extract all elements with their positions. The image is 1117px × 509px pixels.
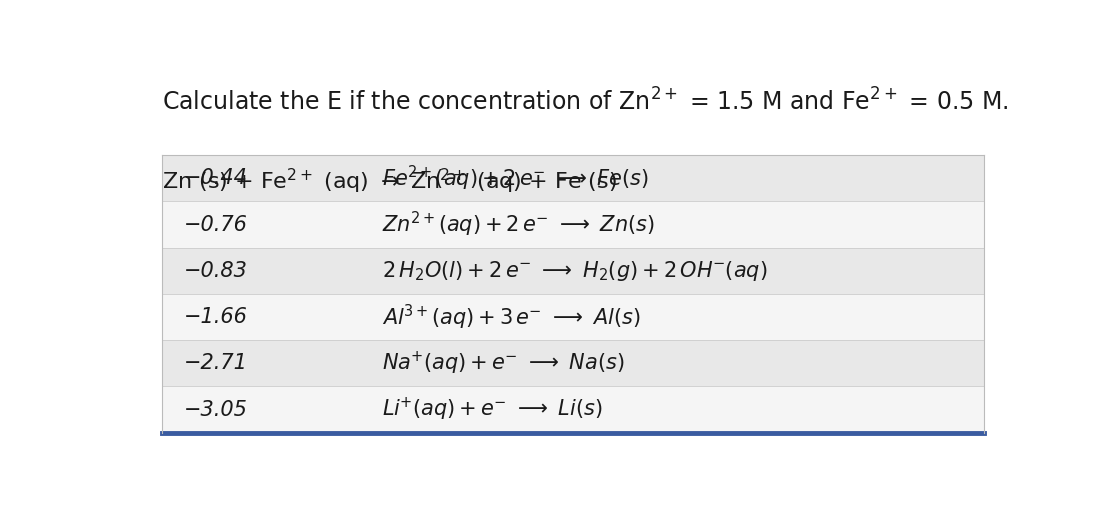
- Text: $\it{2\,H_2O(l) + 2\,e}$$^{-}$ $\longrightarrow$ $\it{H_2(g) + 2\,OH}$$^{-}$$\it: $\it{2\,H_2O(l) + 2\,e}$$^{-}$ $\longrig…: [382, 259, 767, 283]
- Bar: [162, 155, 984, 202]
- Text: $\it{Zn}$$^{2+}$$\it{(aq) + 2\,e}$$^{-}$ $\longrightarrow$ $\it{Zn(s)}$: $\it{Zn}$$^{2+}$$\it{(aq) + 2\,e}$$^{-}$…: [382, 210, 655, 239]
- Text: −0.83: −0.83: [184, 261, 248, 281]
- Text: Zn (s) + Fe$^{2+}$ (aq) $\rightarrow$ Zn$^{2+}$ (aq) + Fe (s): Zn (s) + Fe$^{2+}$ (aq) $\rightarrow$ Zn…: [162, 167, 617, 196]
- Text: −3.05: −3.05: [184, 400, 248, 419]
- Text: −2.71: −2.71: [184, 353, 248, 373]
- Bar: [162, 294, 984, 340]
- Bar: [162, 340, 984, 386]
- Text: −1.66: −1.66: [184, 307, 248, 327]
- Text: $\it{Na}$$^{+}$$\it{(aq) + e}$$^{-}$ $\longrightarrow$ $\it{Na(s)}$: $\it{Na}$$^{+}$$\it{(aq) + e}$$^{-}$ $\l…: [382, 350, 624, 377]
- Text: $\it{Fe}$$^{2+}$$\it{(aq) + 2\,e}$$^{-}$ $\longrightarrow$ $\it{Fe(s)}$: $\it{Fe}$$^{2+}$$\it{(aq) + 2\,e}$$^{-}$…: [382, 164, 649, 193]
- Text: $\it{Al}$$^{3+}$$\it{(aq) + 3\,e}$$^{-}$ $\longrightarrow$ $\it{Al(s)}$: $\it{Al}$$^{3+}$$\it{(aq) + 3\,e}$$^{-}$…: [382, 302, 640, 331]
- Bar: [162, 248, 984, 294]
- Bar: [162, 386, 984, 433]
- Bar: [162, 202, 984, 248]
- Text: $\it{Li}$$^{+}$$\it{(aq) + e}$$^{-}$ $\longrightarrow$ $\it{Li(s)}$: $\it{Li}$$^{+}$$\it{(aq) + e}$$^{-}$ $\l…: [382, 396, 602, 423]
- Text: −0.76: −0.76: [184, 214, 248, 235]
- Text: −0.44: −0.44: [184, 168, 248, 188]
- Text: Calculate the E if the concentration of Zn$^{2+}$ = 1.5 M and Fe$^{2+}$ = 0.5 M.: Calculate the E if the concentration of …: [162, 89, 1009, 116]
